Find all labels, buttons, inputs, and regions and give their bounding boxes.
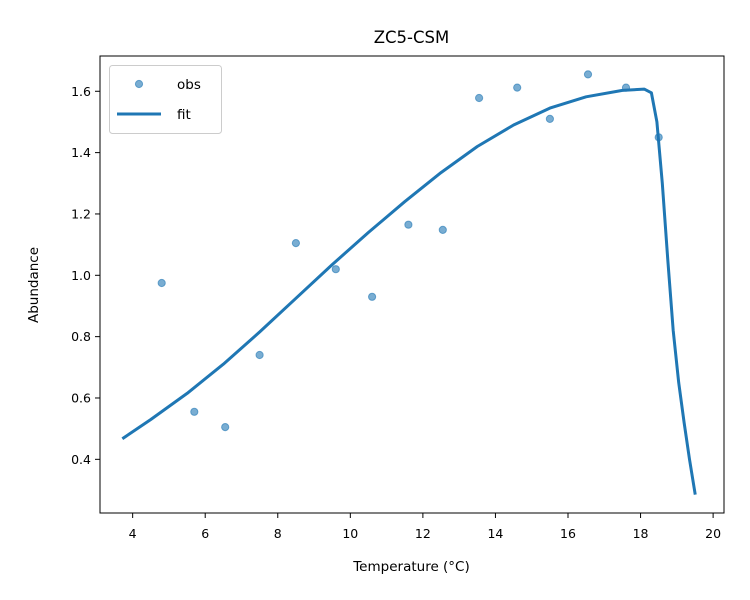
y-tick-label: 0.4 bbox=[71, 452, 91, 467]
y-tick-label: 1.0 bbox=[71, 268, 91, 283]
legend-obs-label: obs bbox=[177, 77, 201, 93]
chart-title: ZC5-CSM bbox=[374, 28, 450, 47]
x-tick-label: 16 bbox=[560, 526, 576, 541]
obs-point bbox=[654, 133, 663, 142]
x-tick-label: 20 bbox=[705, 526, 721, 541]
obs-point bbox=[545, 114, 555, 124]
y-tick-label: 1.2 bbox=[71, 206, 91, 221]
legend-obs-marker bbox=[134, 79, 144, 89]
x-tick-label: 6 bbox=[201, 526, 209, 541]
axes-frame bbox=[99, 55, 725, 514]
obs-point bbox=[157, 278, 166, 288]
x-tick-label: 8 bbox=[274, 526, 282, 541]
obs-point bbox=[190, 407, 199, 416]
y-tick-label: 0.6 bbox=[71, 390, 91, 405]
legend-fit-label: fit bbox=[177, 107, 191, 123]
obs-point bbox=[513, 83, 522, 92]
x-tick-label: 4 bbox=[129, 526, 137, 541]
x-axis: 4 6 8 10 12 14 16 18 20 bbox=[129, 513, 721, 541]
x-tick-label: 10 bbox=[342, 526, 358, 541]
y-axis-label: Abundance bbox=[26, 247, 42, 323]
x-tick-label: 12 bbox=[415, 526, 431, 541]
fit-line bbox=[121, 87, 697, 495]
y-axis: 0.4 0.6 0.8 1.0 1.2 1.4 1.6 bbox=[71, 84, 100, 467]
obs-point bbox=[291, 239, 300, 248]
obs-point bbox=[583, 70, 593, 79]
legend: obs fit bbox=[109, 65, 222, 134]
obs-point bbox=[331, 265, 340, 274]
legend-box bbox=[109, 65, 222, 134]
obs-point bbox=[404, 220, 413, 229]
x-tick-label: 14 bbox=[487, 526, 503, 541]
obs-point bbox=[621, 83, 631, 92]
obs-point bbox=[438, 225, 447, 234]
obs-point bbox=[255, 350, 264, 360]
obs-point bbox=[221, 423, 230, 432]
y-tick-label: 1.4 bbox=[71, 145, 91, 160]
x-axis-label: Temperature (°C) bbox=[352, 559, 470, 575]
x-tick-label: 18 bbox=[633, 526, 649, 541]
y-tick-label: 0.8 bbox=[71, 329, 91, 344]
obs-point bbox=[475, 93, 484, 103]
y-tick-label: 1.6 bbox=[71, 84, 91, 99]
obs-point bbox=[368, 292, 377, 301]
